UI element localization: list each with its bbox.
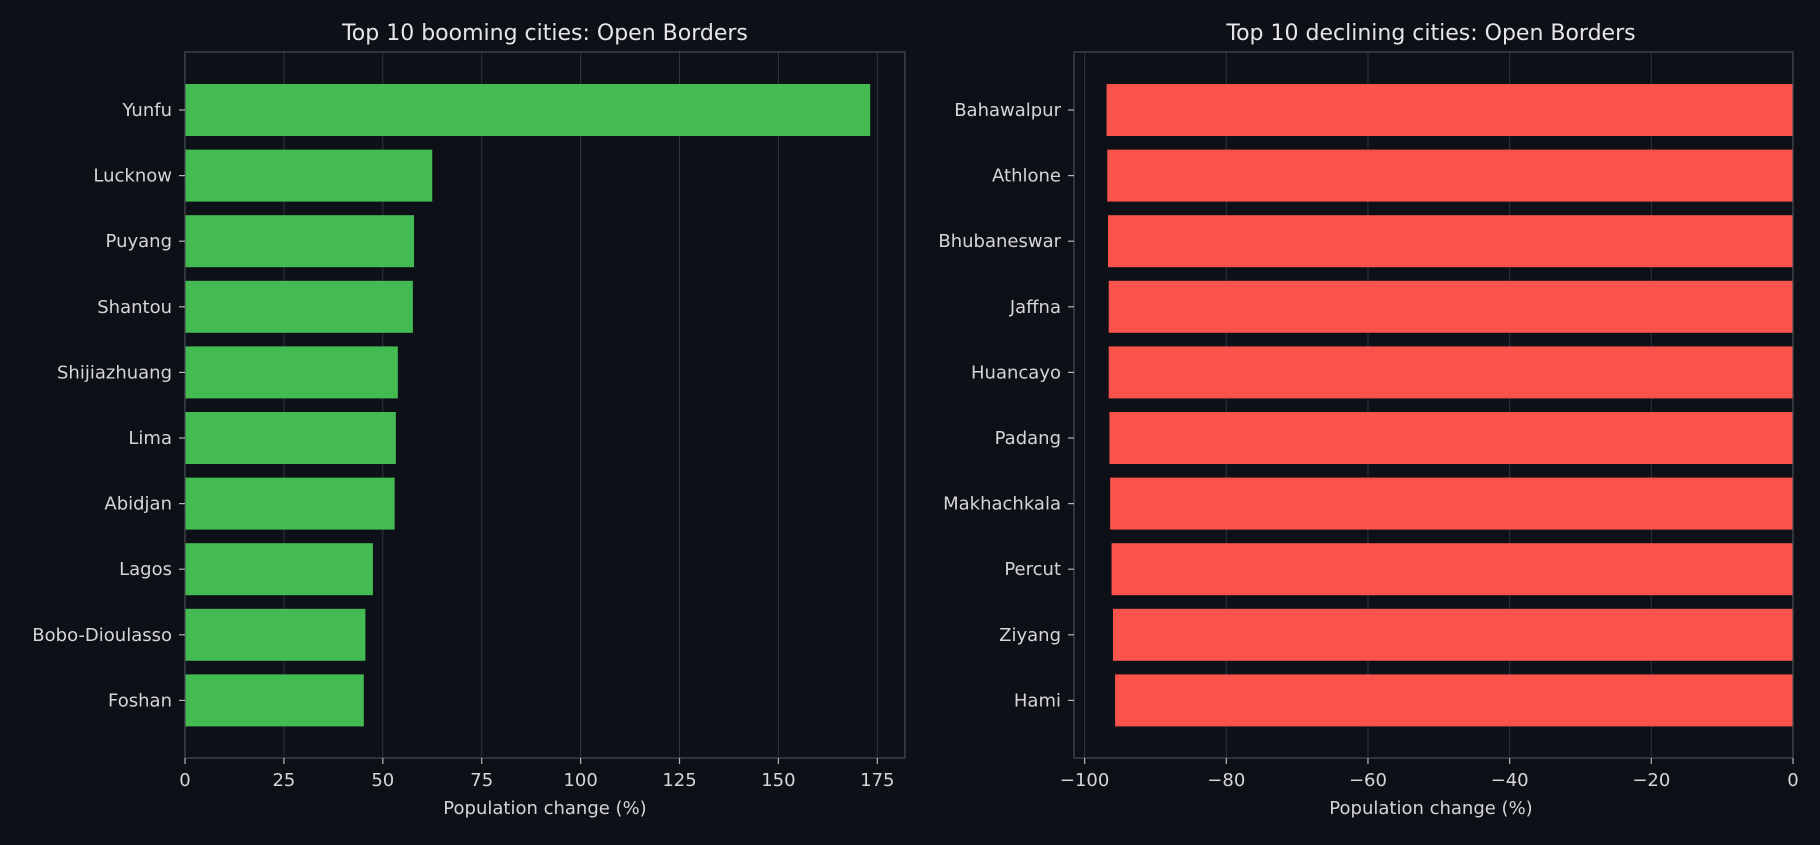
declining-bar [1107, 149, 1793, 202]
declining-chart-title: Top 10 declining cities: Open Borders [1225, 21, 1635, 46]
declining-y-tick-label: Ziyang [999, 625, 1061, 646]
declining-bar [1108, 280, 1793, 333]
booming-bar [185, 674, 364, 727]
booming-bar [185, 412, 396, 464]
declining-y-tick-label: Percut [1004, 559, 1061, 580]
declining-y-tick-label: Athlone [992, 166, 1061, 187]
declining-x-tick-label: −20 [1632, 770, 1670, 791]
booming-y-tick-label: Puyang [106, 231, 172, 252]
declining-bar [1109, 412, 1793, 464]
declining-bar [1108, 215, 1793, 268]
booming-y-tick-label: Shijiazhuang [57, 362, 172, 383]
declining-y-tick-label: Hami [1014, 690, 1061, 711]
booming-bar [185, 477, 395, 530]
booming-y-tick-label: Bobo-Dioulasso [32, 625, 172, 646]
booming-x-tick-label: 25 [272, 770, 295, 791]
booming-x-tick-label: 125 [662, 770, 696, 791]
declining-y-tick-label: Huancayo [971, 362, 1061, 383]
declining-bar [1115, 674, 1793, 727]
booming-x-tick-label: 100 [563, 770, 597, 791]
declining-y-tick-label: Jaffna [1009, 297, 1061, 318]
declining-bar [1111, 543, 1793, 596]
booming-bar [185, 149, 433, 202]
booming-x-tick-label: 50 [371, 770, 394, 791]
declining-x-tick-label: −60 [1349, 770, 1387, 791]
booming-y-tick-label: Shantou [97, 297, 172, 318]
booming-y-tick-label: Foshan [108, 690, 172, 711]
declining-bar [1108, 346, 1793, 399]
booming-x-tick-label: 0 [179, 770, 190, 791]
booming-bar [185, 215, 415, 268]
booming-y-tick-label: Yunfu [122, 100, 173, 121]
booming-x-axis-label: Population change (%) [443, 798, 646, 819]
booming-y-tick-label: Lucknow [93, 166, 172, 187]
booming-x-tick-label: 75 [470, 770, 493, 791]
declining-x-tick-label: 0 [1787, 770, 1798, 791]
booming-y-tick-label: Lima [128, 428, 172, 449]
declining-x-tick-label: −100 [1060, 770, 1109, 791]
booming-x-tick-label: 150 [761, 770, 795, 791]
booming-y-tick-label: Lagos [119, 559, 172, 580]
booming-bar [185, 608, 366, 661]
declining-bar [1106, 84, 1793, 136]
booming-y-tick-label: Abidjan [104, 494, 172, 515]
booming-bar [185, 346, 398, 399]
declining-plot-frame [1073, 51, 1794, 759]
declining-y-tick-label: Bahawalpur [954, 100, 1061, 121]
booming-plot-frame [184, 51, 906, 759]
declining-y-tick-label: Padang [995, 428, 1061, 449]
booming-bar [185, 543, 373, 596]
declining-x-tick-label: −80 [1207, 770, 1245, 791]
declining-cities-panel: Top 10 declining cities: Open Borders Po… [938, 21, 1798, 819]
booming-cities-panel: Top 10 booming cities: Open Borders Popu… [32, 21, 906, 819]
booming-bar [185, 280, 413, 333]
declining-bar [1112, 608, 1793, 661]
booming-x-tick-label: 175 [860, 770, 894, 791]
declining-bar [1110, 477, 1793, 530]
declining-x-tick-label: −40 [1491, 770, 1529, 791]
booming-chart-title: Top 10 booming cities: Open Borders [341, 21, 748, 46]
declining-y-tick-label: Makhachkala [943, 494, 1061, 515]
booming-bar [185, 84, 871, 136]
declining-y-tick-label: Bhubaneswar [938, 231, 1061, 252]
declining-x-axis-label: Population change (%) [1329, 798, 1532, 819]
